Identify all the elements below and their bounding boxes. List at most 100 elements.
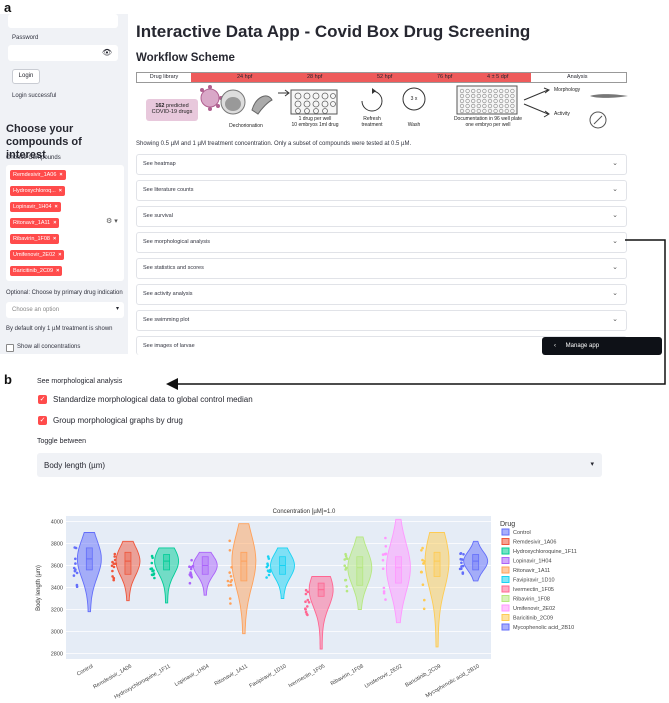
password-field[interactable]: 👁 (8, 45, 118, 61)
legend-label[interactable]: Hydroxychloroquine_1F11 (513, 549, 577, 555)
data-point (307, 601, 311, 604)
data-point (150, 561, 154, 565)
expander-swimming[interactable]: See swimming plot ⌄ (136, 310, 627, 331)
data-point (188, 573, 192, 576)
password-label: Password (12, 35, 39, 41)
legend-swatch[interactable] (501, 547, 510, 555)
legend-label[interactable]: Baricitinib_2C09 (513, 616, 553, 622)
timeline-red-band (191, 73, 531, 82)
drug-library-label: Drug library (137, 73, 192, 82)
data-point (113, 555, 116, 558)
chip-umifenovir[interactable]: Umifenovir_2E02 × (10, 250, 65, 260)
legend-swatch[interactable] (501, 538, 510, 545)
legend-swatch[interactable] (501, 557, 510, 564)
show-all-checkbox[interactable] (6, 344, 14, 352)
violin-8 (385, 518, 411, 624)
optional-label: Optional: Choose by primary drug indicat… (6, 290, 123, 296)
chip-ritonavir[interactable]: Ritonavir_1A11 × (10, 218, 60, 228)
data-point (422, 562, 425, 565)
expander-activity[interactable]: See activity analysis ⌄ (136, 284, 627, 305)
data-point (151, 556, 154, 560)
data-point (384, 536, 387, 540)
chip-remdesivir[interactable]: Remdesivir_1A06 × (10, 170, 66, 180)
data-point (423, 598, 426, 602)
legend-swatch[interactable] (501, 566, 510, 574)
clear-all-icon[interactable]: ⚙ ▾ (106, 218, 118, 225)
embryo-icon (220, 89, 273, 115)
data-point (112, 565, 116, 569)
data-point (227, 584, 230, 587)
chevron-down-icon: ⌄ (612, 290, 618, 297)
legend-swatch[interactable] (501, 623, 510, 631)
panel-letter-a: a (4, 0, 12, 15)
chevron-down-icon: ⌄ (612, 212, 618, 219)
manage-app-button[interactable]: ‹ Manage app (542, 337, 662, 355)
data-point (304, 592, 308, 596)
login-button[interactable]: Login (12, 69, 40, 84)
expander-morphological[interactable]: See morphological analysis ⌄ (136, 232, 627, 253)
morph-heading: See morphological analysis (37, 378, 123, 385)
eye-icon[interactable]: 👁 (101, 48, 112, 57)
expander-heatmap[interactable]: See heatmap ⌄ (136, 154, 627, 175)
compounds-heading: Choose your compounds of interest (6, 123, 82, 161)
legend-swatch[interactable] (501, 614, 510, 621)
chevron-down-icon: ⌄ (612, 160, 618, 167)
refresh-icon (361, 88, 383, 112)
default-note: By default only 1 µM treatment is shown (6, 326, 113, 332)
choose-compounds-label: Choose Compounds (6, 155, 61, 161)
chip-hydroxychloroquine[interactable]: Hydroxychloroq... × (10, 186, 66, 196)
legend-label[interactable]: Ribavirin_1F08 (513, 597, 550, 603)
y-tick-label: 3600 (51, 564, 63, 570)
indication-select[interactable]: Choose an option ▾ (6, 302, 124, 318)
expander-statistics[interactable]: See statistics and scores ⌄ (136, 258, 627, 279)
username-field[interactable] (8, 14, 118, 28)
y-tick-label: 2800 (51, 652, 63, 658)
x-tick-label: Favipiravir_1D10 (248, 664, 287, 690)
data-point (344, 568, 347, 571)
legend-label[interactable]: Control (513, 530, 531, 536)
compounds-multiselect[interactable]: Remdesivir_1A06 × Hydroxychloroq... × Lopi… (6, 165, 124, 281)
chevron-down-icon: ⌄ (612, 264, 618, 271)
legend-swatch[interactable] (501, 604, 510, 612)
data-point (112, 576, 116, 580)
legend-label[interactable]: Mycophenolic acid_2B10 (513, 625, 574, 631)
data-point (72, 574, 76, 577)
x-tick-label: Ribavirin_1F08 (330, 664, 365, 688)
wash-count: 3 x (410, 96, 418, 102)
concentration-note: Showing 0.5 µM and 1 µM treatment concen… (136, 141, 412, 147)
chip-lopinavir[interactable]: Lopinavir_1H04 × (10, 202, 61, 212)
data-point (420, 549, 423, 552)
data-point (381, 553, 385, 556)
violin-2 (154, 547, 180, 604)
group-checkbox[interactable]: ✓ (38, 416, 47, 425)
metric-select-value: Body length (µm) (44, 461, 106, 470)
standardize-checkbox[interactable]: ✓ (38, 395, 47, 404)
legend-label[interactable]: Ritonavir_1A11 (513, 568, 550, 574)
expander-literature[interactable]: See literature counts ⌄ (136, 180, 627, 201)
legend-label[interactable]: Ivermectin_1F05 (513, 587, 554, 593)
data-point (461, 572, 465, 575)
chip-ribavirin[interactable]: Ribavirin_1F08 × (10, 234, 60, 244)
legend-swatch[interactable] (501, 595, 510, 602)
expander-survival[interactable]: See survival ⌄ (136, 206, 627, 227)
data-point (229, 575, 233, 578)
metric-select[interactable]: Body length (µm) ▾ (37, 453, 602, 477)
data-point (304, 608, 307, 611)
chip-baricitinib[interactable]: Baricitinib_2C09 × (10, 266, 63, 276)
chart-title: Concentration [µM]=1.0 (273, 509, 336, 515)
plate-96-icon (456, 85, 518, 115)
violin-4 (231, 523, 257, 635)
box-2 (163, 554, 170, 571)
data-point (112, 562, 116, 565)
legend-label[interactable]: Umifenovir_2E02 (513, 606, 555, 612)
legend-label[interactable]: Remdesivir_1A06 (513, 540, 556, 546)
legend-label[interactable]: Lopinavir_1H04 (513, 559, 552, 565)
legend-label[interactable]: Favipiravir_1D10 (513, 578, 555, 584)
predicted-drugs-box: 162 predicted COVID-19 drugs (146, 99, 198, 121)
dpf-label: 4 ± 5 dpf (487, 74, 509, 80)
data-point (382, 590, 386, 593)
legend-swatch[interactable] (501, 585, 510, 593)
data-point (343, 564, 347, 567)
legend-swatch[interactable] (501, 528, 510, 536)
legend-swatch[interactable] (501, 576, 510, 583)
